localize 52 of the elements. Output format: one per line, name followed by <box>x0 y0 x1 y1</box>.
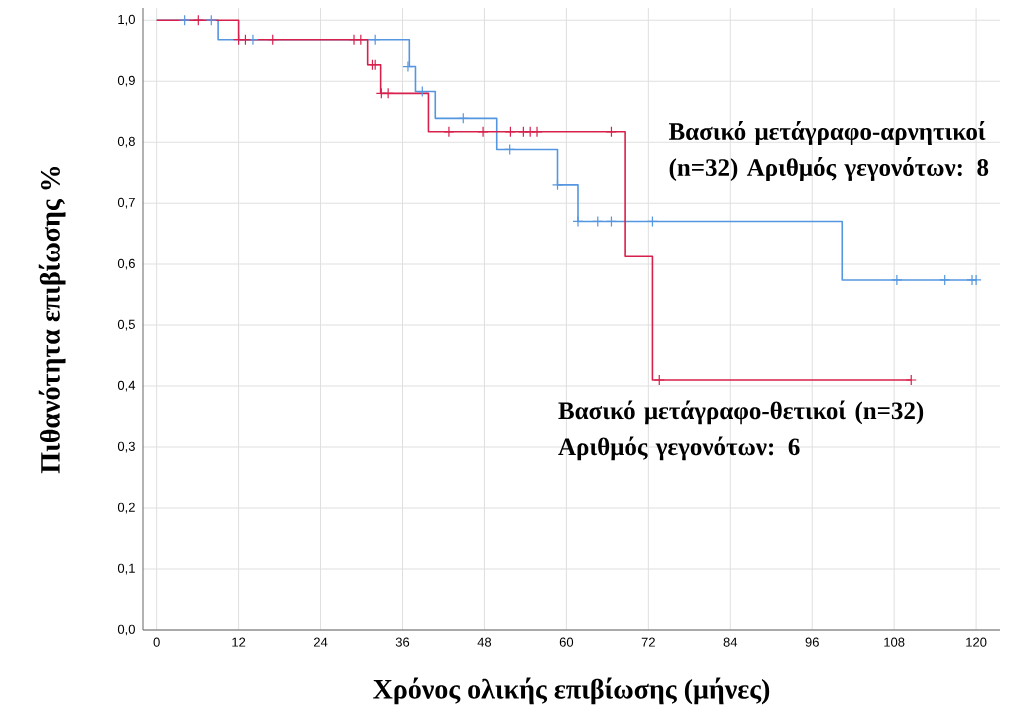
point <box>179 14 191 26</box>
point <box>605 126 618 138</box>
point <box>205 14 217 26</box>
x-tick-label: 120 <box>966 637 987 647</box>
point <box>905 374 917 386</box>
point <box>939 274 951 286</box>
y-tick-label: 0,1 <box>117 563 135 575</box>
point <box>382 87 394 99</box>
point <box>239 34 252 46</box>
x-tick-label: 108 <box>884 637 905 647</box>
y-tick-label: 0,9 <box>117 75 135 87</box>
y-tick-label: 0,5 <box>117 319 135 331</box>
annotation: Βασικό μετάγραφο-θετικοί (n=32) Αριθμός γεγονότων: 6 <box>558 400 924 461</box>
point <box>653 374 665 386</box>
point <box>416 85 428 98</box>
point <box>531 126 543 138</box>
x-tick-label: 0 <box>153 637 160 647</box>
y-tick-label: 0,4 <box>117 380 136 392</box>
point <box>369 34 381 46</box>
y-tick-label: 0,2 <box>117 502 135 514</box>
point <box>477 126 489 138</box>
point <box>443 126 455 138</box>
x-tick-label: 12 <box>232 637 246 647</box>
point <box>192 14 204 26</box>
point <box>646 215 659 228</box>
annotation: Βασικό μετάγραφο-αρνητικοί (n=32) Αριθμός γεγονότων: 8 <box>668 121 989 181</box>
x-axis-title: Χρόνος ολικής επιβίωσης (μήνες) <box>373 677 770 705</box>
y-axis-title: Πιθανότητα επιβίωσης % <box>38 166 66 474</box>
x-tick-label: 84 <box>723 637 738 647</box>
y-tick-label: 0,0 <box>117 624 135 636</box>
point <box>572 215 584 228</box>
point <box>504 126 516 138</box>
y-tick-label: 1,0 <box>118 14 135 26</box>
point <box>592 215 604 228</box>
x-tick-label: 36 <box>395 637 410 647</box>
x-tick-label: 24 <box>313 637 328 647</box>
point <box>402 60 414 73</box>
point <box>267 34 279 46</box>
x-tick-label: 96 <box>805 637 819 647</box>
y-tick-label: 0,6 <box>117 258 135 270</box>
x-tick-label: 48 <box>477 637 492 647</box>
y-tick-label: 0,3 <box>117 441 135 453</box>
point <box>605 215 618 228</box>
y-tick-label: 0,7 <box>117 197 135 209</box>
point <box>355 34 367 46</box>
point <box>551 179 564 191</box>
y-tick-label: 0,8 <box>117 136 135 148</box>
x-tick-label: 60 <box>559 637 574 647</box>
x-tick-label: 72 <box>641 637 655 647</box>
point <box>504 143 516 156</box>
point <box>891 274 903 286</box>
point <box>457 112 469 124</box>
